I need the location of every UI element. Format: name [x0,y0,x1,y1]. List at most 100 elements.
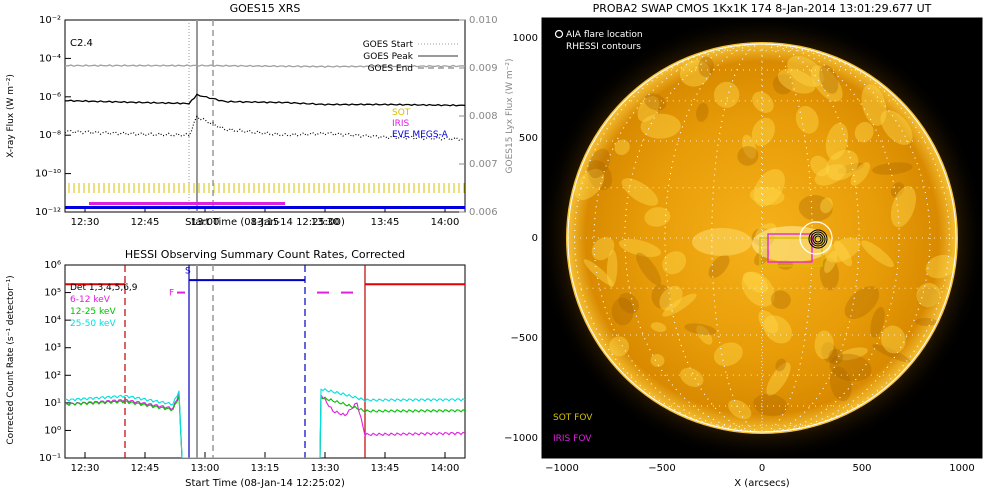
sun-bright-region [810,155,830,177]
swap-y-tick-label: 1000 [513,33,538,44]
goes-instrument-label: EVE MEGS-A [392,130,449,140]
goes-instrument-label: IRIS [392,119,410,129]
sun-bright-region [850,162,871,186]
active-region-glow [692,228,752,256]
sun-bright-region [861,84,887,126]
heliographic-grid [568,43,956,433]
hessi-x-tick-label: 13:30 [311,463,340,474]
hessi-y-tick-label: 10⁰ [44,425,61,436]
sun-bright-region [659,285,683,311]
rhessi-contour [808,229,828,249]
sun-bright-region [916,282,941,308]
longitude-line [664,43,860,433]
iris-coverage-bar [89,202,285,205]
sun-dark-region [698,56,715,78]
goes-x-tick-label: 13:45 [371,217,400,228]
swap-legend: AIA flare location RHESSI contours [554,29,643,52]
sun-bright-region [650,354,665,367]
sun-bright-region [680,367,704,388]
rhessi-contour [810,231,826,247]
sun-dark-region [753,393,788,417]
sun-dark-region [890,182,905,198]
sun-bright-region [621,178,659,206]
aia-flare-circle [799,221,833,255]
hessi-x-tick-label: 14:00 [431,463,460,474]
sot-fov-label: SOT FOV [553,413,593,423]
sun-bright-region [753,168,785,207]
goes-series-lyman-alpha [65,64,465,68]
sun-dark-region [651,284,671,309]
flare-overlays [759,221,833,267]
goes-x-tick-label: 13:15 [251,217,280,228]
goes-title: GOES15 XRS [230,2,301,15]
sun-dark-region [708,254,730,279]
hessi-y-tick-label: 10⁻¹ [39,453,61,464]
swap-legend-marker [554,29,564,39]
sun-bright-region [795,105,819,134]
hessi-plot-area: FS [65,265,465,458]
swap-panel: PROBA2 SWAP CMOS 1Kx1K 174 8-Jan-2014 13… [504,2,983,489]
goes-x-tick-label: 13:30 [311,217,340,228]
swap-x-label: X (arcsecs) [734,478,790,489]
sun-dark-region [618,292,639,314]
goes-x-label: Start Time (08-Jan-14 12:25:00) [185,217,345,228]
sun-dark-region [828,348,844,365]
sun-bright-region [824,250,838,273]
iris-fov-label: IRIS FOV [553,434,592,444]
sun-dark-region [872,162,913,175]
swap-x-tick-label: −500 [648,463,675,474]
sun-bright-region [752,91,774,113]
hessi-flag-s: S [185,266,191,276]
flare-class-annotation: C2.4 [70,38,93,49]
goes-legend: GOES Start GOES Peak GOES End [363,40,458,74]
goes-series-goes-long [65,93,465,107]
sun-bright-region [763,315,792,344]
goes-legend-label: GOES Start [363,40,414,50]
sun-bright-region [640,113,681,139]
hessi-x-tick-label: 12:30 [71,463,100,474]
hessi-x-label: Start Time (08-Jan-14 12:25:02) [185,478,345,489]
goes-plot-area [65,20,465,212]
goes-right-tick-label: 0.006 [469,207,498,218]
sun-dark-region [844,286,880,320]
sun-dark-region [870,306,885,338]
sun-bright-region [583,259,614,286]
hessi-y-ticks: 10⁻¹ 10⁰ 10¹ 10² 10³ 10⁴ 10⁵ 10⁶ [39,260,71,464]
swap-x-ticks: −1000 −500 0 500 1000 [545,452,975,474]
sun-bright-region [662,293,697,317]
swap-x-tick-label: 1000 [949,463,974,474]
hessi-legend: Det 1,3,4,5,6,9 6-12 keV 12-25 keV 25-50 ke… [70,283,138,329]
sun-bright-region [837,347,868,361]
hessi-y-label: Corrected Count Rate (s⁻¹ detector⁻¹) [6,275,16,444]
swap-x-tick-label: −1000 [545,463,579,474]
rhessi-contour [814,235,822,243]
hessi-x-tick-label: 13:45 [371,463,400,474]
sun-bright-region [881,325,906,354]
goes-y-label: X-ray Flux (W m⁻²) [6,74,16,158]
sot-coverage-ticks [68,183,465,193]
hessi-y-tick-label: 10⁵ [44,288,61,299]
swap-y-ticks: 1000 500 0 −500 −1000 [504,33,548,444]
goes-panel: GOES15 XRS 10⁻² 10⁻⁴ 10⁻⁶ 10⁻⁸ 10⁻¹⁰ 10⁻¹² 0.… [6,2,515,228]
goes-right-tick-label: 0.007 [469,159,498,170]
goes-right-tick-label: 0.008 [469,111,498,122]
hessi-series-25-50-keV [65,387,465,458]
hessi-x-tick-label: 13:00 [191,463,220,474]
swap-image [542,18,982,458]
swap-y-tick-label: −500 [511,333,538,344]
sun-bright-region [574,168,605,201]
swap-legend-label: RHESSI contours [566,42,641,52]
sun-bright-region [766,362,791,396]
hessi-x-tick-label: 13:15 [251,463,280,474]
hessi-y-tick-label: 10¹ [44,398,61,409]
sun-bright-region [810,65,843,102]
sun-dark-region [837,162,865,174]
sun-bright-region [861,240,894,268]
swap-x-tick-label: 500 [852,463,871,474]
sun-bright-region [609,336,630,357]
sun-bright-region [751,117,775,146]
goes-y-tick-label: 10⁻¹⁰ [35,169,61,180]
goes-instrument-label: SOT [392,108,411,118]
